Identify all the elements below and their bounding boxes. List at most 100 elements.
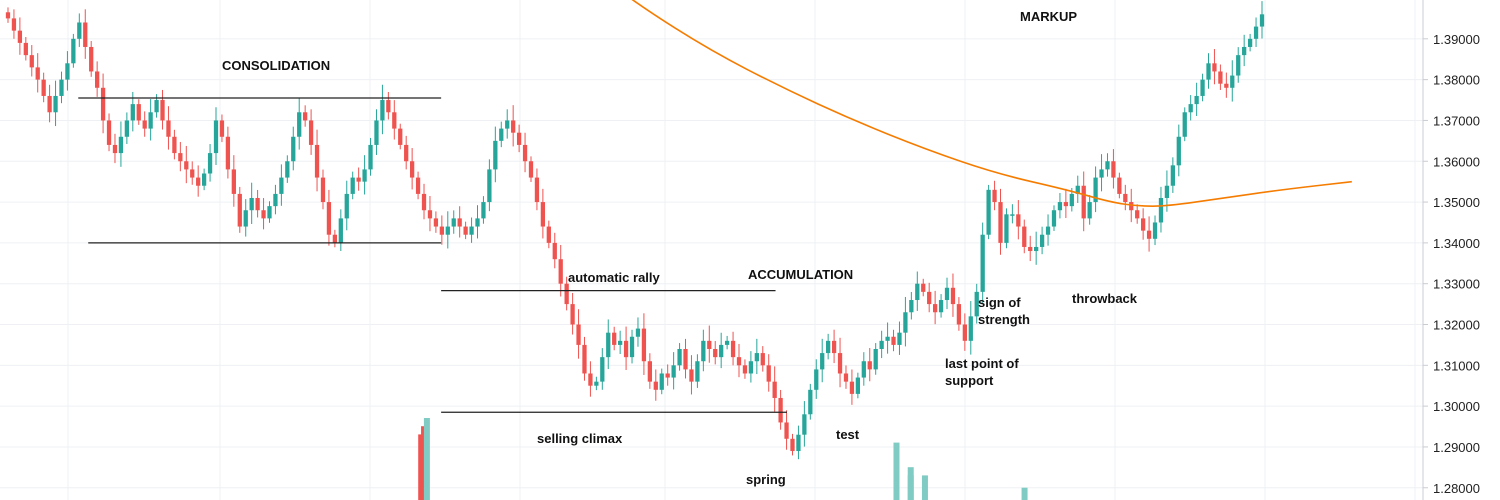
candle-158 <box>944 277 950 310</box>
candle-body-130 <box>778 397 783 423</box>
candle-body-172 <box>1028 246 1033 252</box>
candle-body-123 <box>736 357 742 366</box>
candle-body-60 <box>362 169 367 182</box>
candle-body-79 <box>475 218 480 227</box>
candle-body-86 <box>516 132 522 145</box>
candle-body-118 <box>707 340 712 349</box>
candle-50 <box>303 105 308 127</box>
candle-0 <box>5 7 11 23</box>
candle-185 <box>1105 153 1110 177</box>
candle-body-67 <box>404 144 409 162</box>
candle-body-56 <box>338 218 343 243</box>
candle-157 <box>938 294 944 318</box>
candle-117 <box>701 329 706 372</box>
candle-63 <box>380 84 385 135</box>
candle-body-37 <box>225 136 231 170</box>
candle-30 <box>184 145 189 184</box>
candle-80 <box>481 196 486 224</box>
candle-body-33 <box>201 173 207 186</box>
candle-150 <box>897 321 902 355</box>
candle-87 <box>522 132 528 173</box>
candle-147 <box>879 330 884 359</box>
candle-23 <box>142 111 147 137</box>
candle-body-21 <box>130 104 135 121</box>
candle-144 <box>861 352 866 386</box>
candle-body-108 <box>647 361 652 382</box>
candle-52 <box>314 129 320 192</box>
candle-61 <box>368 137 373 176</box>
candle-118 <box>707 325 712 363</box>
candle-body-51 <box>308 120 314 145</box>
candle-body-12 <box>77 22 82 39</box>
candle-body-47 <box>285 161 290 178</box>
candle-body-49 <box>297 112 302 137</box>
candle-196 <box>1170 157 1175 193</box>
candle-body-124 <box>742 365 748 374</box>
candle-body-57 <box>344 193 349 219</box>
candle-body-43 <box>261 210 266 219</box>
candle-body-91 <box>546 226 551 243</box>
moving-average-layer <box>631 0 1353 207</box>
candle-211 <box>1259 1 1265 39</box>
candle-41 <box>249 182 254 224</box>
candle-body-32 <box>196 177 201 186</box>
candle-body-166 <box>992 189 997 203</box>
candle-172 <box>1028 235 1033 262</box>
candle-178 <box>1063 188 1069 219</box>
candle-83 <box>499 121 504 148</box>
candle-body-167 <box>998 202 1003 243</box>
candle-body-59 <box>356 177 361 182</box>
volume-bar-4 <box>893 442 900 500</box>
candle-body-35 <box>213 120 219 154</box>
candle-body-209 <box>1247 38 1253 47</box>
candle-67 <box>404 135 409 170</box>
candle-body-4 <box>29 55 34 68</box>
candle-body-38 <box>231 169 236 194</box>
candle-body-95 <box>570 304 575 325</box>
candle-body-169 <box>1010 214 1015 216</box>
candle-body-99 <box>594 381 599 386</box>
candle-131 <box>784 410 789 450</box>
candle-46 <box>279 164 284 206</box>
candle-body-101 <box>606 332 611 358</box>
candle-body-65 <box>392 112 397 129</box>
candle-body-140 <box>837 353 843 374</box>
candle-128 <box>766 354 771 392</box>
volume-bar-7 <box>907 475 914 500</box>
candle-176 <box>1051 205 1057 231</box>
candle-133 <box>796 425 801 460</box>
candle-19 <box>118 121 124 167</box>
candle-187 <box>1117 172 1122 199</box>
candle-body-150 <box>897 332 902 345</box>
candle-body-53 <box>320 177 326 203</box>
candle-13 <box>83 9 88 59</box>
candle-43 <box>261 198 266 230</box>
candle-149 <box>891 329 896 352</box>
candle-body-170 <box>1016 214 1021 227</box>
candle-207 <box>1236 47 1241 83</box>
candle-81 <box>487 159 492 212</box>
candle-129 <box>772 366 777 412</box>
candle-167 <box>998 188 1003 255</box>
candle-48 <box>291 126 296 171</box>
candle-203 <box>1212 49 1217 85</box>
candle-body-110 <box>659 373 664 390</box>
candle-6 <box>41 72 46 103</box>
candle-body-81 <box>487 169 492 203</box>
candle-110 <box>659 368 664 395</box>
candle-16 <box>100 73 106 134</box>
candle-body-55 <box>332 234 338 243</box>
candle-138 <box>826 333 831 360</box>
y-tick-label-7: 1.35000 <box>1433 195 1480 210</box>
candle-201 <box>1200 73 1205 102</box>
candle-122 <box>730 331 736 366</box>
candle-17 <box>106 113 112 152</box>
candle-161 <box>962 313 967 351</box>
candle-body-62 <box>374 120 379 145</box>
candle-body-84 <box>505 120 510 129</box>
annotation-selling-climax: selling climax <box>537 431 623 446</box>
candle-body-157 <box>938 300 944 313</box>
candle-86 <box>516 124 522 153</box>
candle-75 <box>451 210 456 234</box>
candle-205 <box>1224 72 1229 98</box>
